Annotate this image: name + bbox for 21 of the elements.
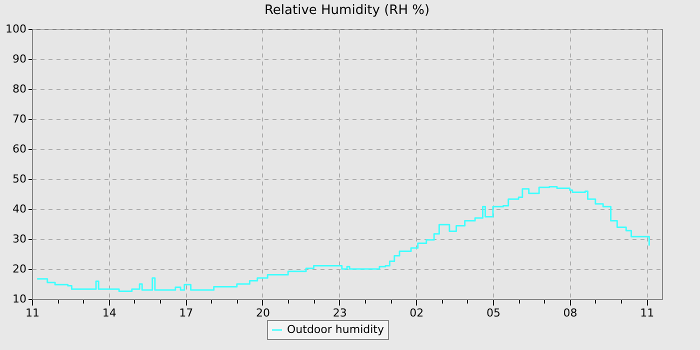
chart-title: Relative Humidity (RH %): [264, 3, 430, 18]
y-tick-label: 20: [12, 262, 26, 276]
y-tick-label: 100: [6, 22, 26, 36]
y-tick-label: 60: [12, 142, 26, 156]
y-tick-label: 10: [12, 292, 26, 306]
legend-label: Outdoor humidity: [287, 323, 384, 336]
x-tick-label: 20: [256, 306, 270, 320]
y-tick-label: 90: [12, 52, 26, 66]
y-tick-label: 80: [12, 82, 26, 96]
x-tick-label: 23: [332, 306, 347, 320]
x-tick-label: 08: [563, 306, 578, 320]
x-tick-label: 14: [102, 306, 116, 320]
y-tick-label: 30: [12, 232, 26, 246]
x-tick-label: 05: [486, 306, 500, 320]
x-tick-label: 11: [640, 306, 654, 320]
y-tick-label: 40: [12, 202, 26, 216]
x-tick-label: 11: [26, 306, 40, 320]
x-tick-label: 17: [179, 306, 194, 320]
x-tick-label: 02: [410, 306, 424, 320]
y-tick-label: 50: [12, 172, 26, 186]
y-tick-label: 70: [12, 112, 26, 126]
